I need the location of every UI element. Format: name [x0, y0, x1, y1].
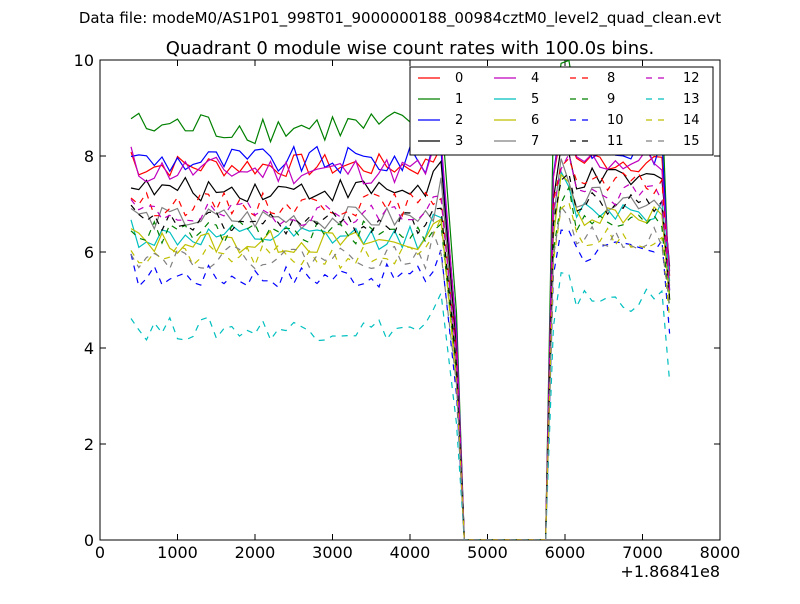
y-tick-label: 6	[84, 243, 94, 262]
x-tick-label: 7000	[622, 543, 663, 562]
series-line-13	[130, 271, 671, 540]
chart-suptitle: Data file: modeM0/AS1P01_998T01_90000001…	[79, 9, 721, 28]
x-tick-label: 5000	[467, 543, 508, 562]
legend-label-3: 3	[455, 134, 463, 149]
legend-label-5: 5	[531, 92, 539, 107]
legend-label-8: 8	[607, 71, 615, 86]
legend-label-2: 2	[455, 113, 463, 128]
y-tick-label: 4	[84, 339, 94, 358]
legend-label-6: 6	[531, 113, 539, 128]
series-line-5	[130, 169, 671, 540]
legend-label-4: 4	[531, 71, 539, 86]
series-line-9	[130, 185, 671, 540]
legend-label-13: 13	[683, 92, 700, 107]
series-line-6	[130, 173, 671, 540]
x-tick-label: 0	[95, 543, 105, 562]
x-tick-label: 6000	[545, 543, 586, 562]
series-line-4	[130, 122, 671, 540]
legend-label-11: 11	[607, 134, 624, 149]
y-tick-label: 10	[74, 51, 94, 70]
series-line-12	[130, 152, 671, 540]
legend-label-0: 0	[455, 71, 463, 86]
series-line-10	[130, 229, 671, 540]
legend-label-15: 15	[683, 134, 700, 149]
series-line-3	[130, 145, 671, 540]
x-tick-label: 1000	[157, 543, 198, 562]
x-tick-label: 4000	[390, 543, 431, 562]
legend-label-14: 14	[683, 113, 700, 128]
series-line-8	[130, 157, 671, 540]
x-axis-offset-label: +1.86841e8	[620, 562, 720, 581]
x-tick-label: 2000	[235, 543, 276, 562]
y-tick-label: 0	[84, 531, 94, 550]
series-line-7	[130, 158, 671, 540]
legend-box	[409, 66, 714, 156]
series-line-2	[130, 116, 671, 540]
series-line-15	[130, 205, 671, 540]
y-tick-label: 2	[84, 435, 94, 454]
legend-label-10: 10	[607, 113, 624, 128]
series-line-14	[130, 201, 671, 540]
x-tick-label: 8000	[700, 543, 741, 562]
legend-label-7: 7	[531, 134, 539, 149]
x-tick-label: 3000	[312, 543, 353, 562]
legend-label-1: 1	[455, 92, 463, 107]
chart-title: Quadrant 0 module wise count rates with …	[166, 38, 655, 59]
legend-label-12: 12	[683, 71, 700, 86]
legend-label-9: 9	[607, 92, 615, 107]
series-line-11	[130, 172, 671, 540]
y-tick-label: 8	[84, 147, 94, 166]
